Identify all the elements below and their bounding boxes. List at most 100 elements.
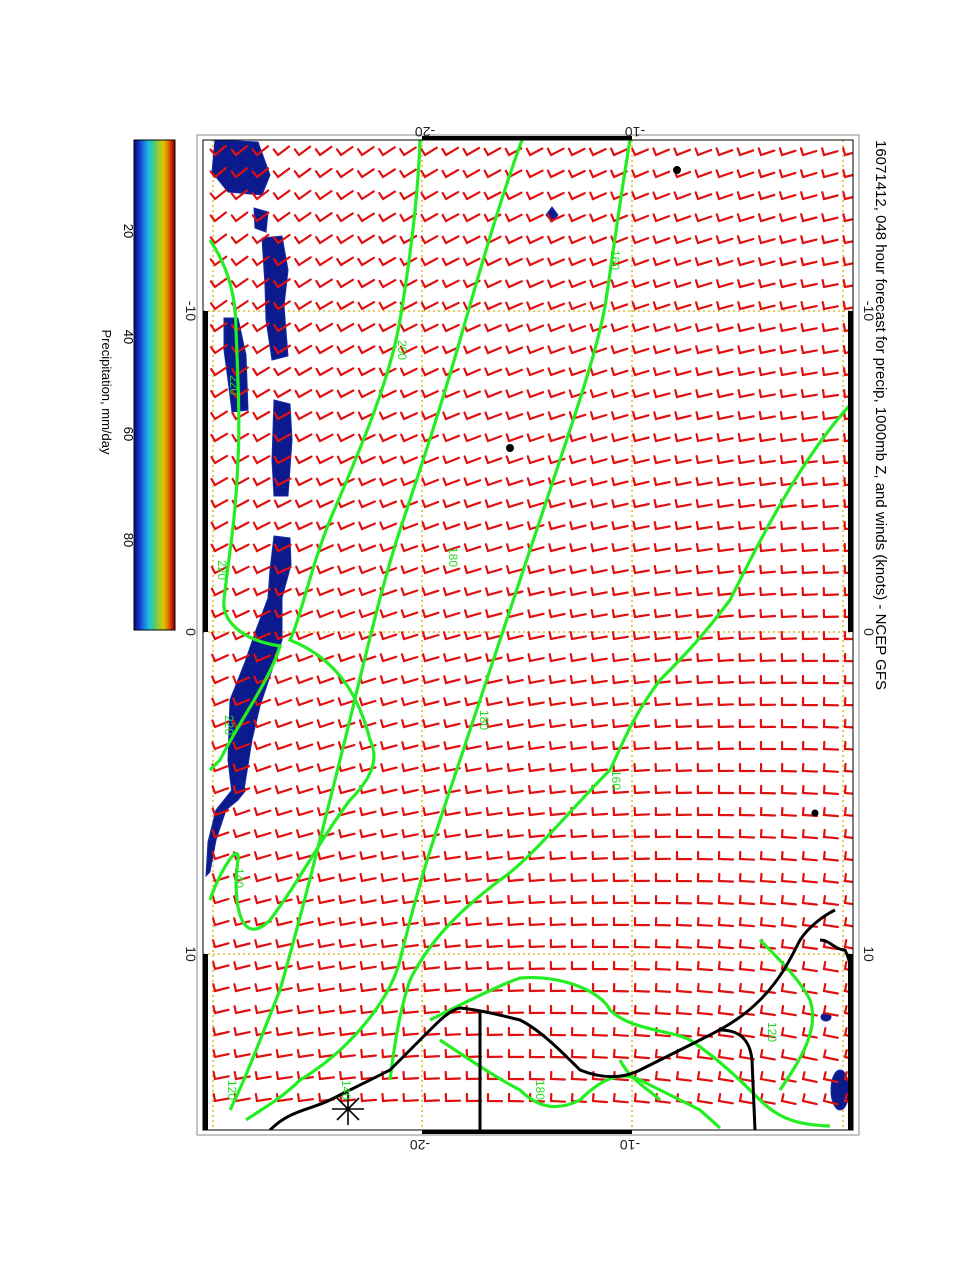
wind-barb <box>589 279 608 289</box>
wind-barb <box>527 763 545 773</box>
wind-barb <box>570 1004 588 1015</box>
wind-barb <box>589 389 608 399</box>
coastline <box>268 908 836 1130</box>
wind-barb <box>442 411 460 421</box>
wind-barb <box>273 521 292 531</box>
wind-barb <box>843 432 853 443</box>
wind-barb <box>567 147 586 157</box>
wind-barb <box>421 587 440 597</box>
wind-barb <box>821 235 839 245</box>
wind-barb <box>738 828 756 839</box>
wind-barb <box>612 718 629 729</box>
wind-barb <box>591 762 608 773</box>
wind-barb <box>547 323 566 333</box>
wind-barb <box>822 696 840 707</box>
wind-barb <box>380 895 398 905</box>
wind-barb <box>273 455 292 465</box>
wind-barb <box>336 278 355 289</box>
wind-barb <box>423 982 440 993</box>
wind-barb <box>212 961 230 971</box>
wind-barb <box>444 1070 462 1081</box>
wind-barb <box>483 191 502 201</box>
wind-barb <box>504 235 523 245</box>
wind-barb <box>758 433 776 443</box>
wind-barb <box>675 806 693 817</box>
wind-barb <box>379 653 398 663</box>
wind-barb <box>526 345 545 355</box>
wind-barb <box>758 257 776 267</box>
wind-barb <box>696 1049 713 1060</box>
wind-barb <box>717 652 735 663</box>
wind-barb <box>569 587 587 597</box>
wind-barb <box>421 543 440 553</box>
wind-barb <box>717 982 734 994</box>
wind-barb <box>251 211 270 223</box>
wind-barb <box>505 411 524 421</box>
wind-barb <box>526 477 545 487</box>
wind-barb <box>780 630 798 641</box>
wind-barb <box>801 498 818 509</box>
contour-label: 220 <box>222 715 236 735</box>
wind-barb <box>423 1048 441 1059</box>
wind-barb <box>759 961 776 972</box>
wind-barb <box>232 675 250 685</box>
wind-barb <box>569 631 587 641</box>
wind-barb <box>546 169 565 179</box>
wind-barb <box>359 829 377 839</box>
wind-barb <box>254 873 272 883</box>
wind-barb <box>210 410 228 421</box>
wind-barb <box>717 718 735 729</box>
axis-label-left: 0 <box>183 628 199 636</box>
wind-barb <box>506 587 524 597</box>
wind-barb <box>380 785 398 795</box>
wind-barb <box>632 521 650 531</box>
wind-barb <box>842 279 853 289</box>
wind-barb <box>737 367 755 377</box>
wind-barb <box>549 938 567 949</box>
wind-barb <box>801 872 818 884</box>
wind-barb <box>652 257 671 267</box>
wind-barb <box>485 719 503 729</box>
wind-barb <box>379 631 398 641</box>
wind-barb <box>486 1026 504 1037</box>
wind-barb <box>843 1049 853 1061</box>
wind-barb <box>526 279 544 289</box>
wind-barb <box>612 1026 630 1037</box>
wind-barb <box>338 917 356 927</box>
wind-barb <box>380 873 398 883</box>
wind-barb <box>252 499 271 509</box>
wind-barb <box>694 279 713 289</box>
wind-barb <box>549 1048 567 1059</box>
wind-barb <box>380 829 398 839</box>
wind-barb <box>695 323 713 333</box>
wind-barb <box>401 851 419 861</box>
wind-barb <box>737 345 755 355</box>
wind-barb <box>612 762 629 773</box>
wind-barb <box>631 367 650 377</box>
wind-barb <box>780 1093 797 1105</box>
wind-barb <box>210 344 228 355</box>
wind-barb <box>296 829 314 839</box>
wind-barb <box>694 257 713 267</box>
wind-barb <box>779 257 797 267</box>
wind-barb <box>336 455 355 465</box>
wind-barb <box>822 652 840 663</box>
wind-barb <box>759 784 777 795</box>
wind-barb <box>294 521 313 531</box>
wind-barb <box>400 609 419 619</box>
wind-barb <box>821 301 839 311</box>
wind-barb <box>294 278 312 289</box>
wind-barb <box>273 477 292 487</box>
wind-barb <box>275 1093 293 1103</box>
wind-barb <box>465 938 482 949</box>
wind-barb <box>759 894 776 906</box>
wind-barb <box>780 652 798 663</box>
wind-barb <box>464 631 482 641</box>
wind-barb <box>633 1026 651 1038</box>
wind-barb <box>317 851 335 861</box>
wind-barb <box>379 543 398 553</box>
wind-barb <box>275 939 293 949</box>
wind-barb <box>422 675 440 685</box>
wind-barb <box>294 234 312 245</box>
wind-barb <box>569 609 587 619</box>
